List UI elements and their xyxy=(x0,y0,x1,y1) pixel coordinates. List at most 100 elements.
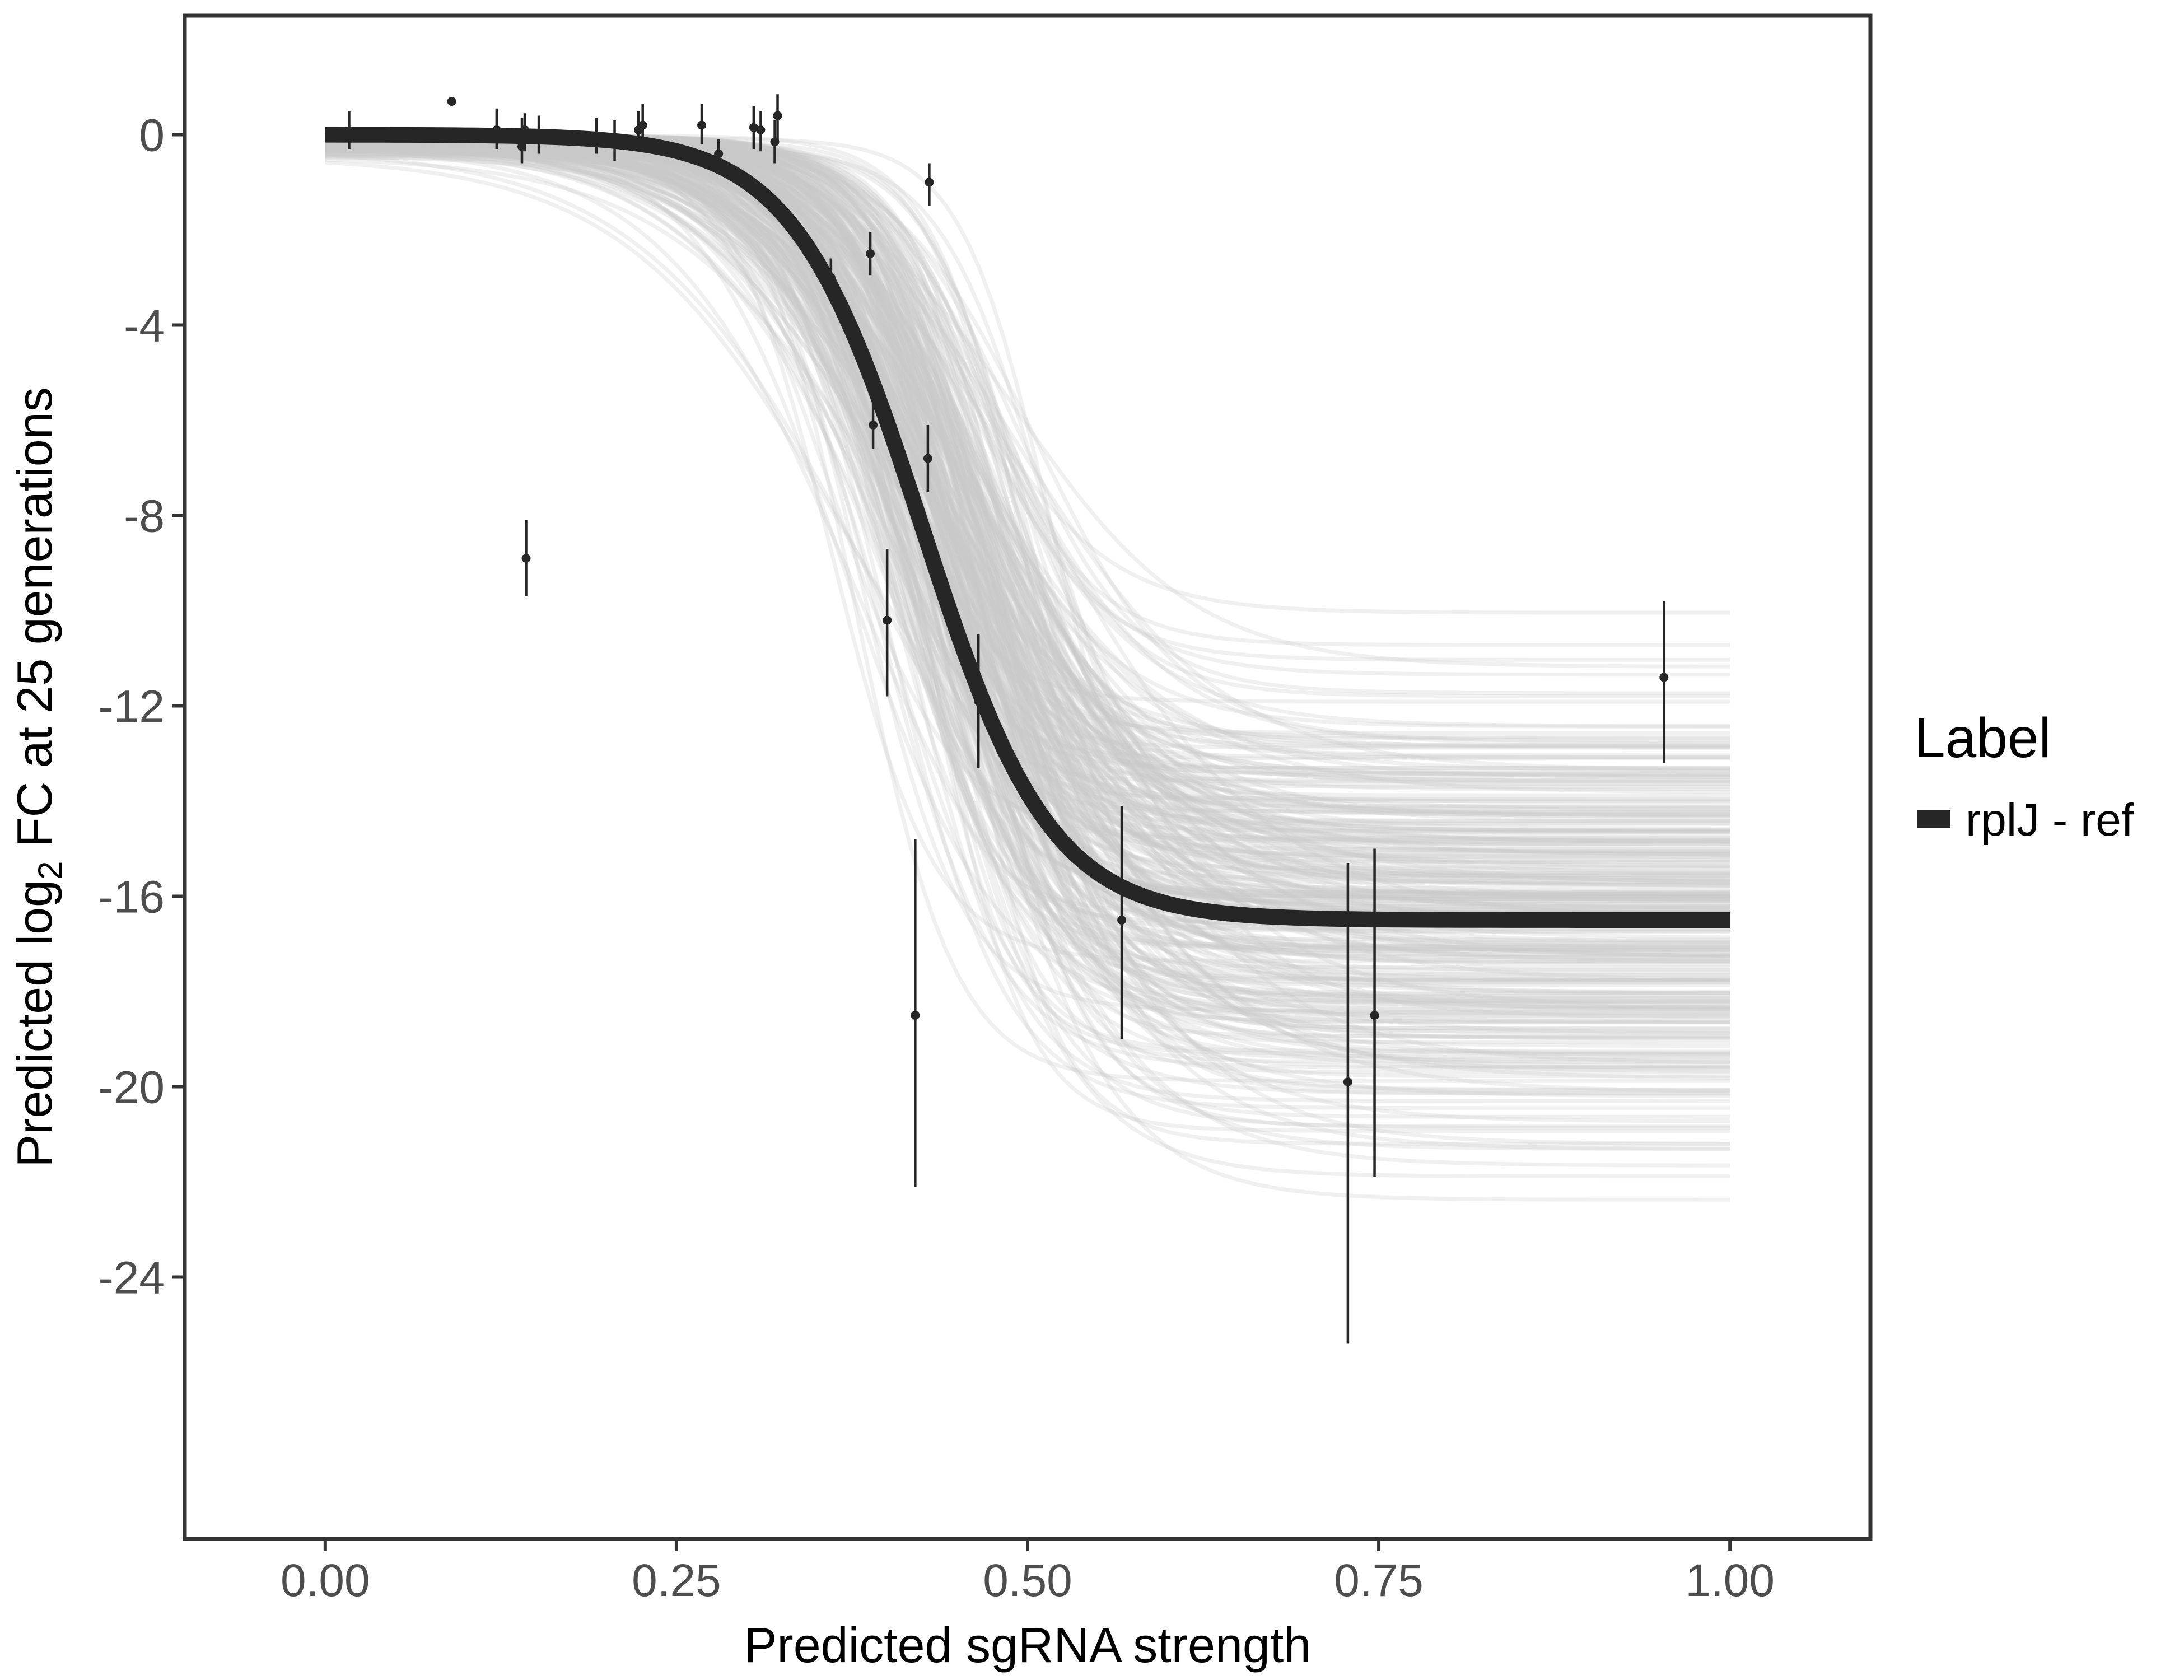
data-point-group xyxy=(826,258,836,292)
x-tick-label: 0.50 xyxy=(983,1555,1072,1606)
y-tick-label: -12 xyxy=(98,682,165,732)
legend-key-rplj-ref xyxy=(1917,810,1950,828)
posterior-draw-line xyxy=(325,143,1730,996)
posterior-draw-line xyxy=(325,142,1730,960)
data-point-group xyxy=(610,120,619,161)
posterior-draw-line xyxy=(325,152,1730,825)
posterior-draw-line xyxy=(325,145,1730,874)
posterior-draw-line xyxy=(325,151,1730,847)
posterior-draw-line xyxy=(325,143,1730,778)
data-point-group xyxy=(925,163,934,206)
posterior-draw-line xyxy=(325,153,1730,735)
posterior-draw-line xyxy=(325,150,1730,770)
posterior-draw-line xyxy=(325,145,1730,1009)
y-tick-label: -24 xyxy=(98,1253,165,1304)
data-point-group xyxy=(883,549,892,697)
posterior-draw-line xyxy=(325,139,1730,897)
posterior-draw-line xyxy=(325,153,1730,1011)
posterior-draw-line xyxy=(325,148,1730,856)
posterior-draw-line xyxy=(325,155,1730,1010)
posterior-draw-line xyxy=(325,142,1730,995)
posterior-draw-line xyxy=(325,137,1730,772)
legend-title: Label xyxy=(1914,707,2051,769)
posterior-draw-line xyxy=(325,138,1730,1070)
posterior-draw-line xyxy=(325,148,1730,869)
posterior-draw-line xyxy=(325,143,1730,952)
posterior-draw-line xyxy=(325,141,1730,867)
posterior-draw-line xyxy=(325,143,1730,995)
data-point xyxy=(591,132,601,142)
y-axis-title-main: Predicted log xyxy=(7,880,62,1168)
posterior-draw-line xyxy=(325,142,1730,882)
posterior-draw-line xyxy=(325,138,1730,949)
posterior-draw-line xyxy=(325,138,1730,908)
posterior-draw-line xyxy=(325,144,1730,779)
data-points xyxy=(344,94,1669,1344)
posterior-draw-line xyxy=(325,150,1730,810)
data-point-group xyxy=(591,118,601,154)
data-point xyxy=(520,125,530,134)
data-point xyxy=(697,120,707,130)
posterior-draw-line xyxy=(325,142,1730,899)
data-point xyxy=(749,123,758,132)
posterior-draw-line xyxy=(325,147,1730,977)
posterior-draw-line xyxy=(325,146,1730,856)
posterior-draw-line xyxy=(325,137,1730,1057)
posterior-draw-line xyxy=(325,147,1730,696)
data-point xyxy=(1343,1077,1352,1086)
data-point xyxy=(974,697,983,706)
posterior-draw-line xyxy=(325,142,1730,963)
data-point xyxy=(869,421,878,430)
y-tick-label: -16 xyxy=(98,872,165,923)
posterior-draw-line xyxy=(325,141,1730,846)
posterior-draw-line xyxy=(325,142,1730,834)
posterior-draw-line xyxy=(325,146,1730,814)
data-point-group xyxy=(773,94,782,142)
data-point-group xyxy=(749,106,758,149)
posterior-draw-line xyxy=(325,146,1730,809)
data-point-group xyxy=(1343,863,1352,1344)
posterior-draw-line xyxy=(325,137,1730,1016)
posterior-draw-line xyxy=(325,144,1730,983)
posterior-draw-line xyxy=(325,147,1730,864)
posterior-draw-line xyxy=(325,143,1730,1031)
plot-panel-border xyxy=(183,13,1873,1541)
data-point-group xyxy=(869,401,878,449)
data-point xyxy=(447,97,456,106)
posterior-draw-line xyxy=(325,139,1730,860)
posterior-draw-line xyxy=(325,152,1730,1070)
posterior-draw-line xyxy=(325,135,1730,1093)
data-point xyxy=(773,111,782,120)
posterior-draw-line xyxy=(325,136,1730,940)
posterior-draw-line xyxy=(325,142,1730,818)
data-point xyxy=(1370,1011,1379,1020)
posterior-draw-line xyxy=(325,138,1730,844)
posterior-draw-line xyxy=(325,138,1730,840)
plot-area xyxy=(325,94,1730,1344)
y-axis-title: Predicted log2 FC at 25 generations xyxy=(7,387,69,1167)
data-point-group xyxy=(1117,806,1127,1039)
data-point xyxy=(714,149,724,158)
posterior-draw-line xyxy=(325,139,1730,1070)
legend: Label rplJ - ref xyxy=(1914,707,2134,846)
y-tick-label: -8 xyxy=(124,491,165,542)
posterior-draw-line xyxy=(325,149,1730,779)
data-point-group xyxy=(714,139,724,168)
posterior-draw-line xyxy=(325,147,1730,920)
posterior-draw-line xyxy=(325,141,1730,846)
data-point xyxy=(344,128,354,137)
posterior-draw-line xyxy=(325,146,1730,770)
posterior-draw-line xyxy=(325,142,1730,1065)
posterior-draw-line xyxy=(325,155,1730,787)
posterior-draw-line xyxy=(325,148,1730,830)
posterior-draw-line xyxy=(325,143,1730,782)
posterior-draw-line xyxy=(325,139,1730,903)
data-point-group xyxy=(492,108,501,149)
posterior-draw-line xyxy=(325,143,1730,1040)
posterior-draw-line xyxy=(325,146,1730,838)
posterior-draw-line xyxy=(325,138,1730,844)
posterior-draw-line xyxy=(325,147,1730,1068)
posterior-draw-line xyxy=(325,142,1730,1151)
